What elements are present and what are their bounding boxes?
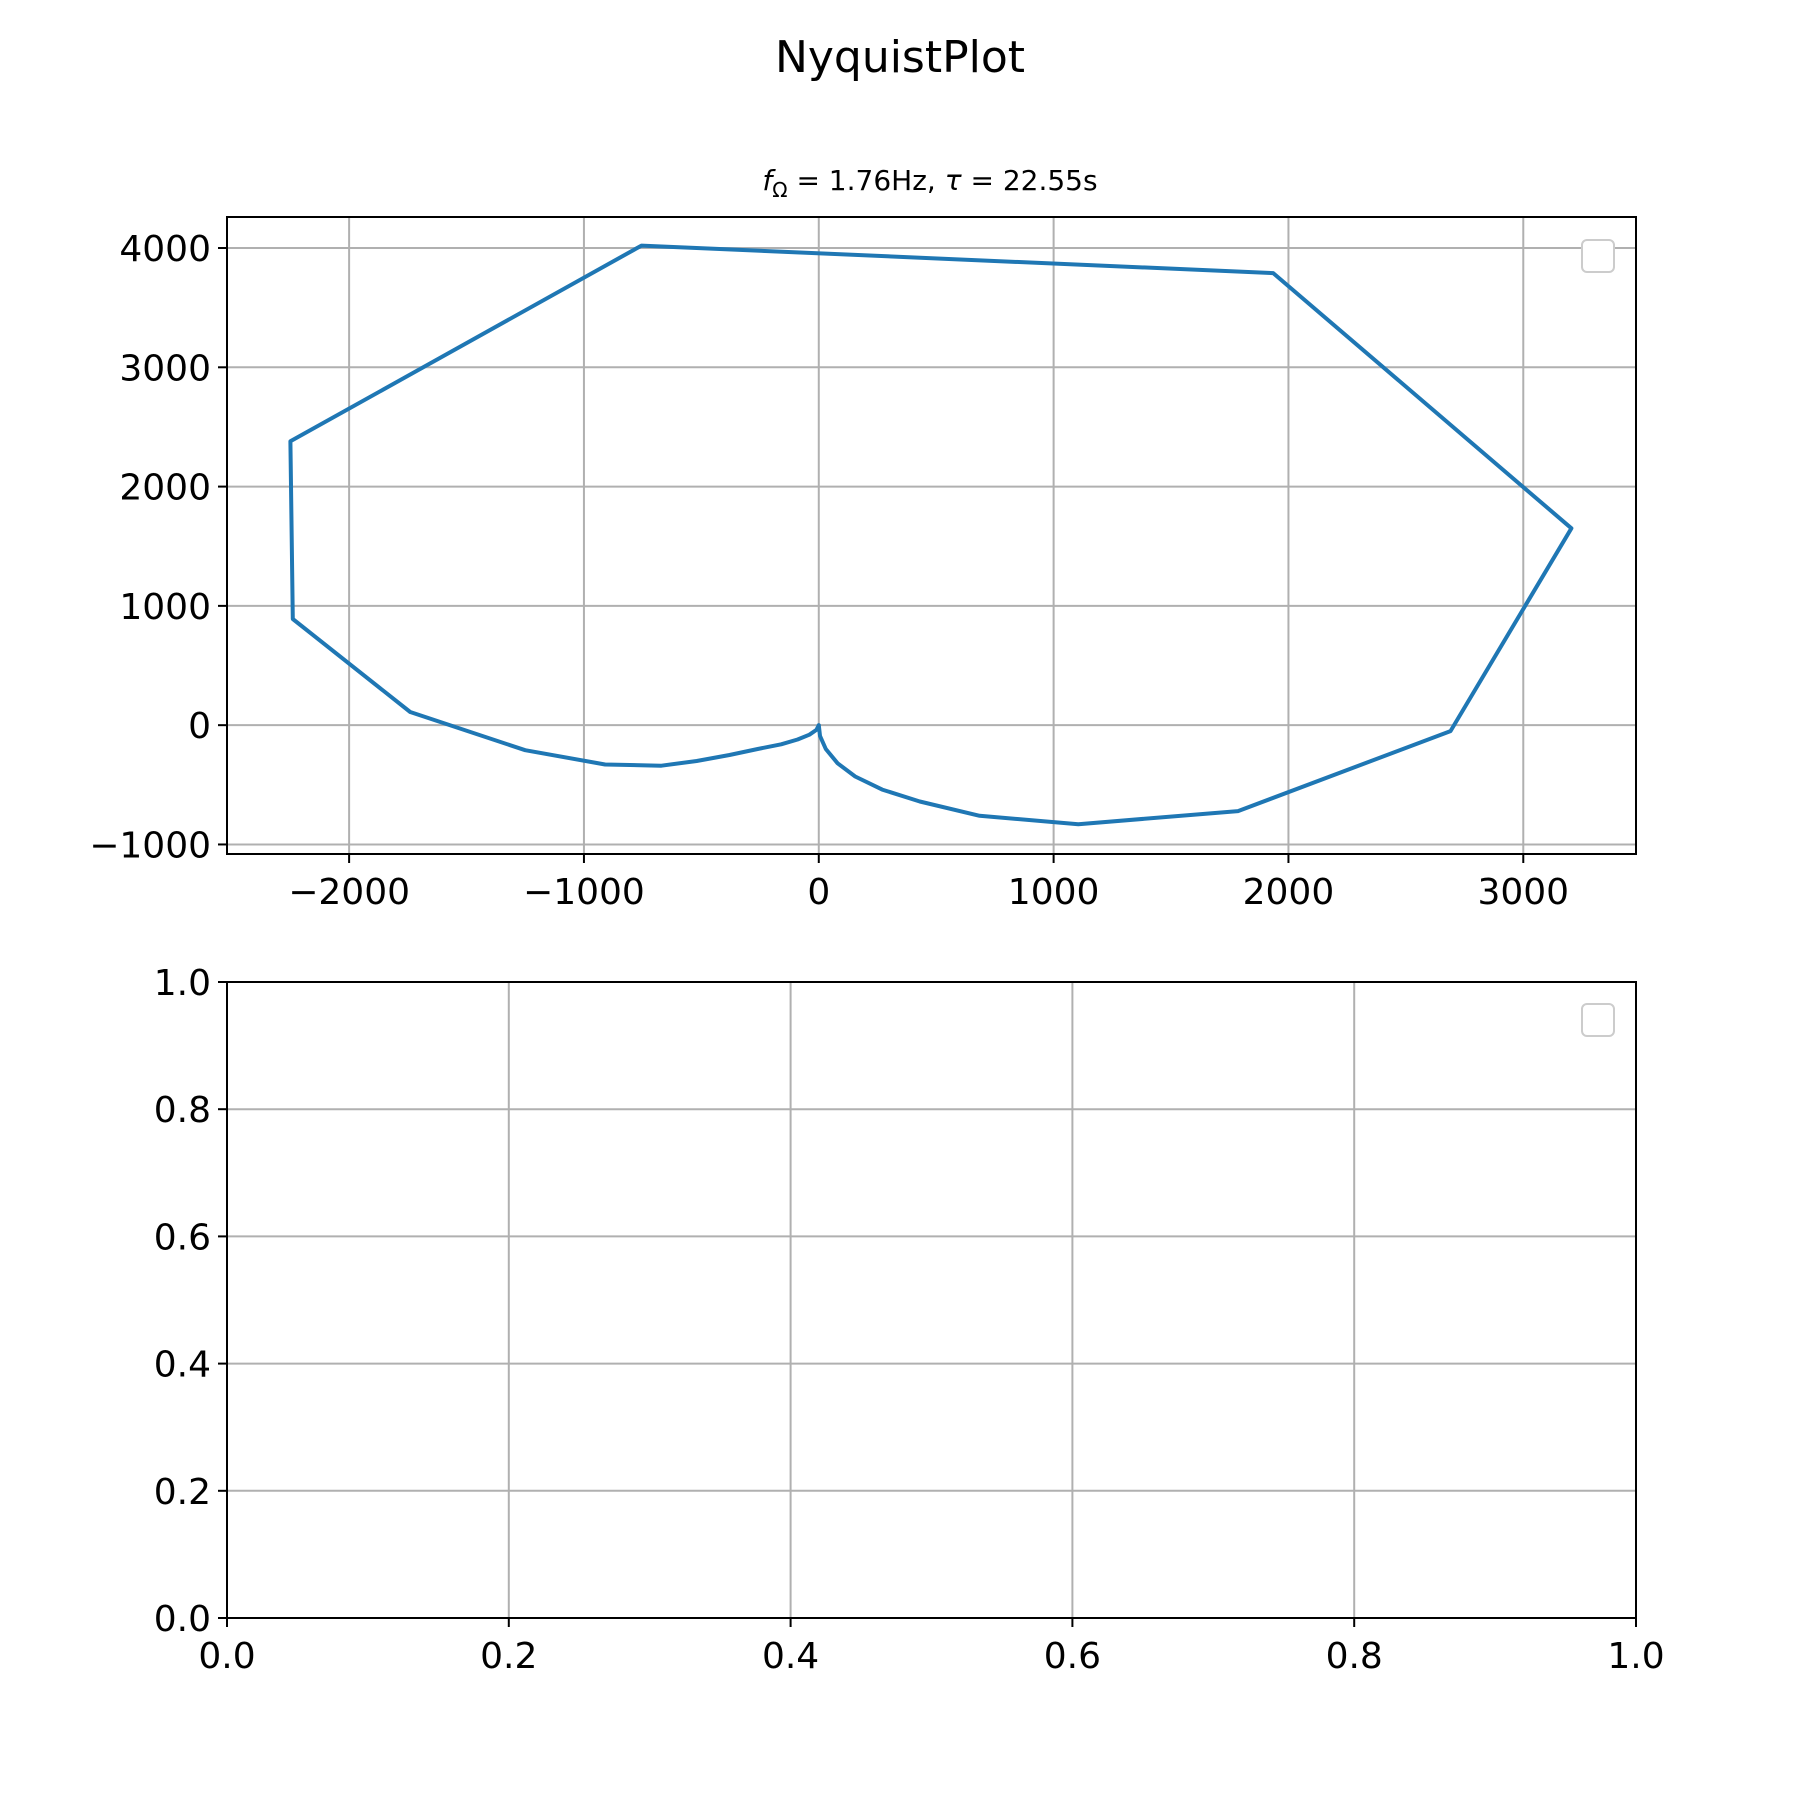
nyquist-ticks: −2000 −1000 0 1000 2000 3000 −1000 0 1000 2000 300… bbox=[89, 229, 1569, 913]
nyquist-series-line bbox=[288, 243, 1574, 827]
subtitle-f-value: = 1.76Hz, bbox=[788, 164, 945, 197]
empty-y-tick-label: 1.0 bbox=[154, 963, 211, 1004]
empty-axes: 0.0 0.2 0.4 0.6 0.8 1.0 0.0 0.2 0.4 0.6 0.8 1.0 bbox=[154, 963, 1665, 1677]
nyquist-x-tick-label: 2000 bbox=[1243, 872, 1335, 913]
nyquist-y-tick-label: 2000 bbox=[119, 468, 211, 509]
nyquist-y-tick-label: −1000 bbox=[89, 825, 211, 866]
empty-y-tick-label: 0.4 bbox=[154, 1345, 211, 1386]
axes-subtitle: fΩ = 1.76Hz, τ = 22.55s bbox=[762, 164, 1097, 202]
nyquist-y-tick-label: 0 bbox=[188, 706, 211, 747]
nyquist-x-tick-label: 0 bbox=[807, 872, 830, 913]
empty-x-tick-label: 1.0 bbox=[1607, 1636, 1664, 1677]
empty-x-tick-label: 0.8 bbox=[1326, 1636, 1383, 1677]
empty-x-tick-label: 0.4 bbox=[762, 1636, 819, 1677]
nyquist-x-tick-label: −2000 bbox=[288, 872, 410, 913]
nyquist-legend bbox=[1581, 239, 1615, 273]
empty-y-tick-label: 0.0 bbox=[154, 1599, 211, 1640]
nyquist-y-tick-label: 1000 bbox=[119, 587, 211, 628]
nyquist-axes-frame bbox=[226, 216, 1637, 855]
subtitle-f-subscript: Ω bbox=[772, 178, 787, 202]
nyquist-y-tick-label: 4000 bbox=[119, 229, 211, 270]
empty-y-tick-label: 0.8 bbox=[154, 1090, 211, 1131]
nyquist-axes: fΩ = 1.76Hz, τ = 22.55s −2000 −1000 0 1000 2… bbox=[89, 164, 1637, 913]
empty-axes-ticks: 0.0 0.2 0.4 0.6 0.8 1.0 0.0 0.2 0.4 0.6 0.8 1.0 bbox=[154, 963, 1665, 1677]
empty-axes-legend bbox=[1581, 1003, 1615, 1037]
empty-y-tick-label: 0.2 bbox=[154, 1472, 211, 1513]
empty-x-tick-label: 0.2 bbox=[480, 1636, 537, 1677]
empty-axes-grid bbox=[226, 981, 1637, 1619]
empty-y-tick-label: 0.6 bbox=[154, 1217, 211, 1258]
empty-axes-frame bbox=[226, 981, 1637, 1619]
empty-x-tick-label: 0.6 bbox=[1044, 1636, 1101, 1677]
nyquist-x-tick-label: 3000 bbox=[1477, 872, 1569, 913]
nyquist-x-tick-label: −1000 bbox=[523, 872, 645, 913]
figure-title: NyquistPlot bbox=[775, 32, 1025, 83]
nyquist-x-tick-label: 1000 bbox=[1008, 872, 1100, 913]
empty-x-tick-label: 0.0 bbox=[198, 1636, 255, 1677]
nyquist-y-tick-label: 3000 bbox=[119, 348, 211, 389]
subtitle-tau-symbol: τ bbox=[945, 164, 962, 197]
nyquist-series-group bbox=[288, 243, 1574, 827]
nyquist-grid bbox=[227, 217, 1636, 854]
subtitle-tau-value: = 22.55s bbox=[962, 164, 1098, 197]
